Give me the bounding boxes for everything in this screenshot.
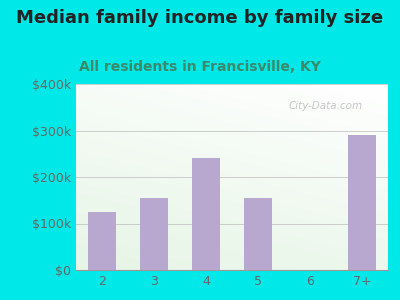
Bar [348,135,376,270]
Text: Median family income by family size: Median family income by family size [16,9,384,27]
Text: City-Data.com: City-Data.com [288,101,362,111]
Text: All residents in Francisville, KY: All residents in Francisville, KY [79,60,321,74]
Bar [88,212,116,270]
Bar [192,158,220,270]
Bar [140,198,168,270]
Bar [244,198,272,270]
